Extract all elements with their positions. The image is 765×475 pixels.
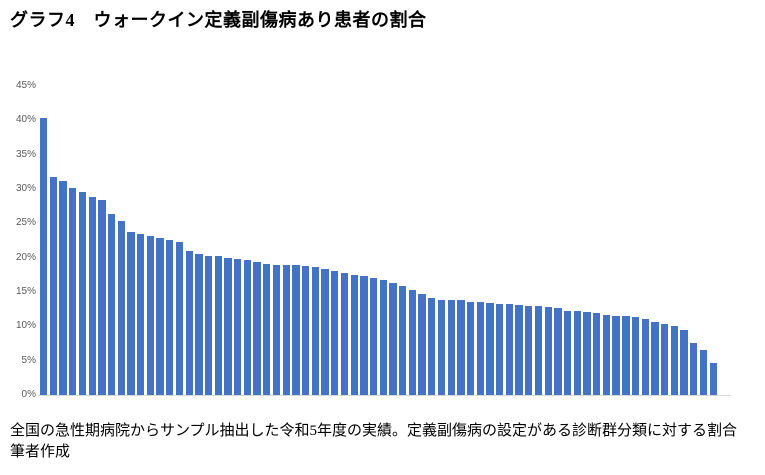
bar: [573, 311, 581, 395]
y-axis-tick-label: 5%: [21, 354, 36, 366]
bar: [204, 255, 213, 395]
y-axis-tick-label: 25%: [15, 217, 36, 229]
bar: [602, 314, 611, 395]
bar: [282, 265, 290, 395]
bar: [399, 285, 407, 395]
bar: [321, 268, 329, 395]
bar: [40, 117, 48, 395]
footnote-line1: 全国の急性期病院からサンプル抽出した令和5年度の実績。定義副傷病の設定がある診断…: [10, 423, 738, 439]
y-axis-tick-label: 10%: [15, 320, 36, 332]
bar: [49, 177, 58, 395]
bar: [166, 239, 174, 395]
bar: [272, 264, 281, 395]
bar: [243, 259, 252, 395]
bar: [534, 306, 543, 395]
bar: [583, 311, 591, 395]
footnote-line2: 筆者作成: [10, 444, 71, 460]
bar: [195, 254, 203, 395]
bar: [428, 298, 436, 395]
y-axis-tick-label: 15%: [15, 286, 36, 297]
bar: [486, 303, 494, 395]
bar: [69, 188, 77, 395]
bar: [554, 308, 562, 395]
bar: [98, 200, 106, 395]
y-axis-tick-label: 45%: [15, 80, 36, 91]
bar: [311, 267, 319, 395]
bar: [350, 274, 358, 395]
bar: [369, 278, 378, 395]
bar: [466, 301, 475, 395]
bar: [593, 313, 601, 395]
bar: [505, 304, 514, 395]
bar: [476, 302, 484, 395]
chart-title: グラフ4 ウォークイン定義副傷病あり患者の割合: [10, 10, 427, 30]
bar: [59, 181, 67, 395]
bar: [263, 263, 271, 395]
footnote: 全国の急性期病院からサンプル抽出した令和5年度の実績。定義副傷病の設定がある診断…: [10, 421, 737, 463]
bar: [331, 271, 339, 395]
bar: [670, 326, 679, 395]
bar: [127, 231, 135, 395]
bar: [496, 303, 504, 395]
bar: [156, 238, 164, 395]
bar: [292, 265, 300, 395]
y-axis-tick-label: 30%: [15, 183, 36, 194]
bar: [185, 250, 193, 395]
bar: [78, 191, 87, 395]
bar: [224, 257, 232, 395]
y-axis-tick-label: 20%: [15, 251, 36, 263]
bar: [137, 234, 145, 395]
bar: [651, 321, 659, 395]
bar: [709, 363, 717, 395]
bar: [234, 259, 242, 395]
plot-area: [40, 86, 717, 395]
bar: [107, 213, 116, 395]
bar: [360, 276, 368, 395]
y-axis-tick-label: 35%: [15, 148, 36, 160]
bar: [680, 329, 688, 395]
bar: [631, 316, 640, 395]
bar: [447, 299, 455, 395]
bar: [515, 305, 523, 395]
bar: [661, 323, 669, 395]
bar: [622, 316, 630, 395]
bar: [544, 307, 552, 395]
bar: [690, 342, 698, 395]
bar: [699, 349, 708, 395]
bar: [214, 256, 222, 395]
bar: [612, 316, 620, 395]
bar: [253, 261, 261, 395]
x-axis-line: [38, 395, 731, 396]
bar: [117, 221, 125, 395]
bar: [301, 265, 310, 395]
bar: [437, 299, 446, 395]
y-axis-tick-label: 0%: [21, 389, 36, 400]
bar: [379, 280, 387, 395]
y-axis-tick-label: 40%: [15, 114, 36, 126]
bar: [340, 272, 349, 395]
y-axis: 0% 5% 10% 15% 20% 25% 30% 35% 40% 45%: [0, 80, 36, 400]
bar: [525, 306, 533, 395]
bar: [389, 283, 397, 395]
bar: [408, 289, 417, 395]
bar: [418, 294, 426, 395]
bar: [146, 236, 155, 395]
bar: [175, 241, 184, 395]
bar: [563, 310, 572, 395]
bar: [88, 196, 96, 395]
bar: [641, 319, 649, 395]
bar: [457, 300, 465, 395]
